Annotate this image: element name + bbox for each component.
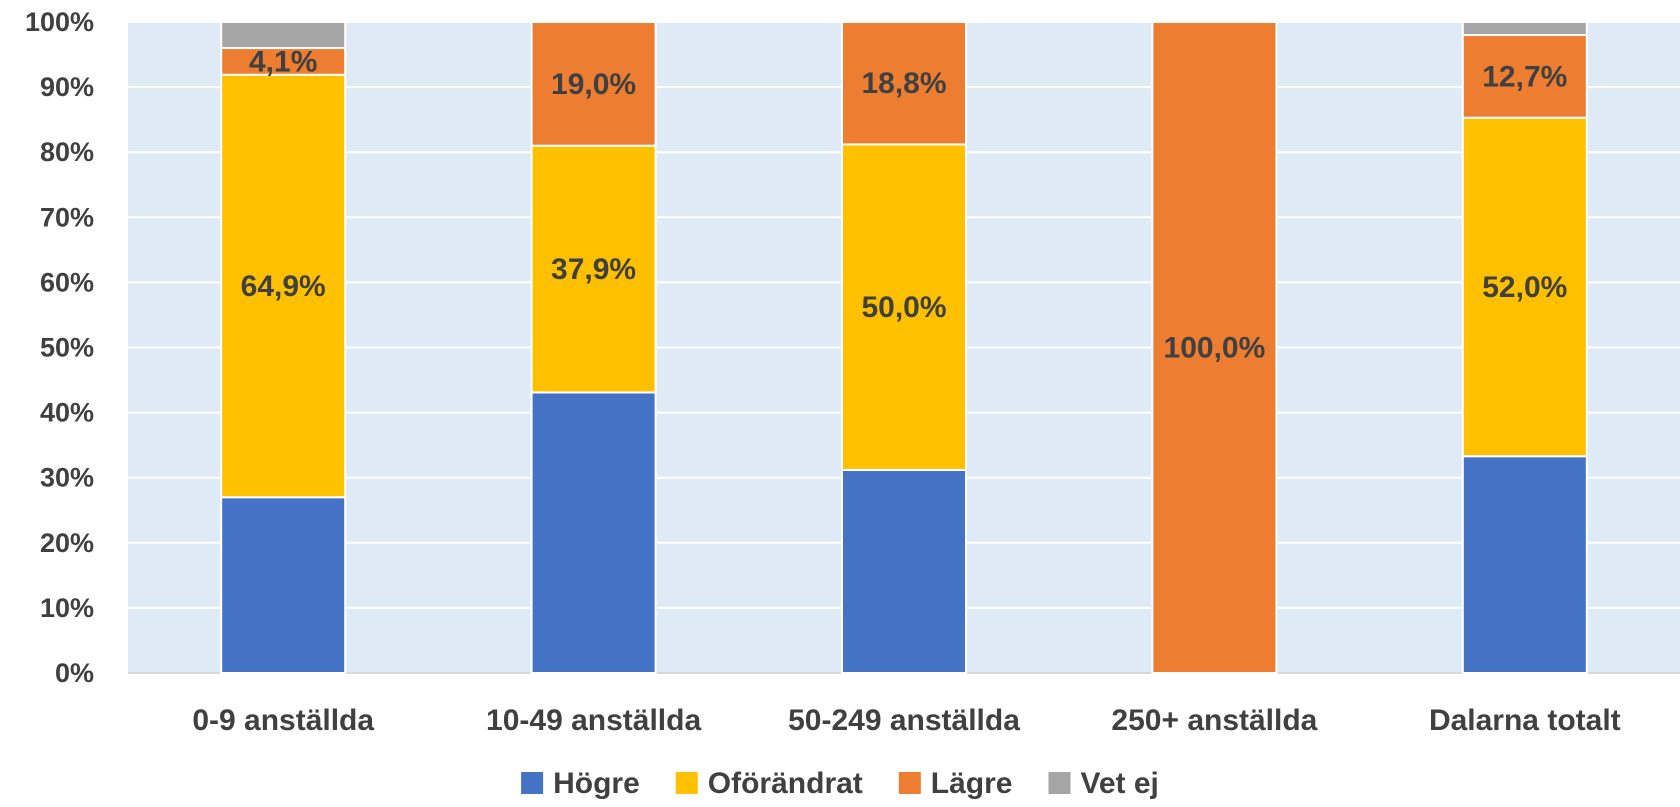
- legend-swatch: [1048, 772, 1071, 794]
- bar-segment: [530, 144, 657, 394]
- y-tick-label: 10%: [40, 593, 94, 623]
- legend-swatch: [675, 772, 698, 794]
- data-label: 19,0%: [551, 68, 636, 101]
- legend-label: Högre: [553, 767, 640, 800]
- data-label: 50,0%: [861, 291, 946, 324]
- legend: Högre Oförändrat Lägre Vet ej: [521, 767, 1159, 800]
- legend-label: Oförändrat: [708, 767, 863, 800]
- legend-label: Vet ej: [1081, 767, 1159, 800]
- bar-segment: [841, 468, 967, 674]
- data-label: 12,7%: [1482, 60, 1567, 93]
- y-tick-label: 0%: [55, 658, 94, 688]
- data-label: 37,9%: [551, 253, 636, 286]
- category-label: 0-9 anställda: [192, 704, 374, 737]
- bar-segment: [220, 496, 347, 675]
- y-tick-label: 20%: [40, 528, 94, 558]
- bar-segment: [1461, 34, 1588, 119]
- y-tick-label: 40%: [40, 398, 94, 428]
- bar-segment: [220, 73, 347, 499]
- bar-segment: [530, 391, 657, 674]
- bars: [220, 21, 1588, 675]
- bar-segment: [1461, 116, 1588, 458]
- legend-swatch: [898, 772, 921, 794]
- bar-segment: [1461, 455, 1588, 675]
- y-tick-label: 60%: [40, 267, 94, 297]
- bar-segment: [1151, 21, 1278, 674]
- data-label: 64,9%: [241, 270, 326, 303]
- y-tick-label: 50%: [40, 333, 94, 363]
- y-tick-label: 30%: [40, 463, 94, 493]
- bar-segment: [841, 21, 967, 146]
- data-label: 100,0%: [1164, 332, 1266, 365]
- legend-label: Lägre: [931, 767, 1013, 800]
- legend-item: Lägre: [898, 767, 1013, 800]
- legend-item: Oförändrat: [675, 767, 863, 800]
- data-label: 18,8%: [861, 67, 946, 100]
- category-label: 10-49 anställda: [486, 704, 701, 737]
- category-label: 50-249 anställda: [788, 704, 1020, 737]
- y-tick-label: 80%: [40, 137, 94, 167]
- y-tick-label: 100%: [25, 7, 94, 37]
- category-label: 250+ anställda: [1111, 704, 1317, 737]
- bar-segment: [841, 143, 967, 471]
- data-label: 4,1%: [249, 45, 317, 78]
- bar-segment: [530, 21, 657, 147]
- category-labels: 0-9 anställda 10-49 anställda 50-249 anstä…: [192, 704, 1620, 737]
- legend-swatch: [521, 772, 544, 794]
- y-tick-label: 90%: [40, 72, 94, 102]
- bar-segment: [220, 47, 347, 76]
- y-tick-label: 70%: [40, 202, 94, 232]
- bar-segment: [220, 21, 347, 50]
- data-labels: 64,9% 4,1% 37,9% 19,0% 50,0% 18,8% 100,0% 52,0%…: [241, 45, 1568, 364]
- legend-item: Högre: [521, 767, 640, 800]
- bar-segment: [1461, 21, 1588, 37]
- data-label: 52,0%: [1482, 271, 1567, 304]
- y-axis-tick-labels: 0% 10% 20% 30% 40% 50% 60% 70% 80% 90% 100%: [25, 7, 94, 688]
- legend-item: Vet ej: [1048, 767, 1159, 800]
- category-label: Dalarna totalt: [1429, 704, 1621, 737]
